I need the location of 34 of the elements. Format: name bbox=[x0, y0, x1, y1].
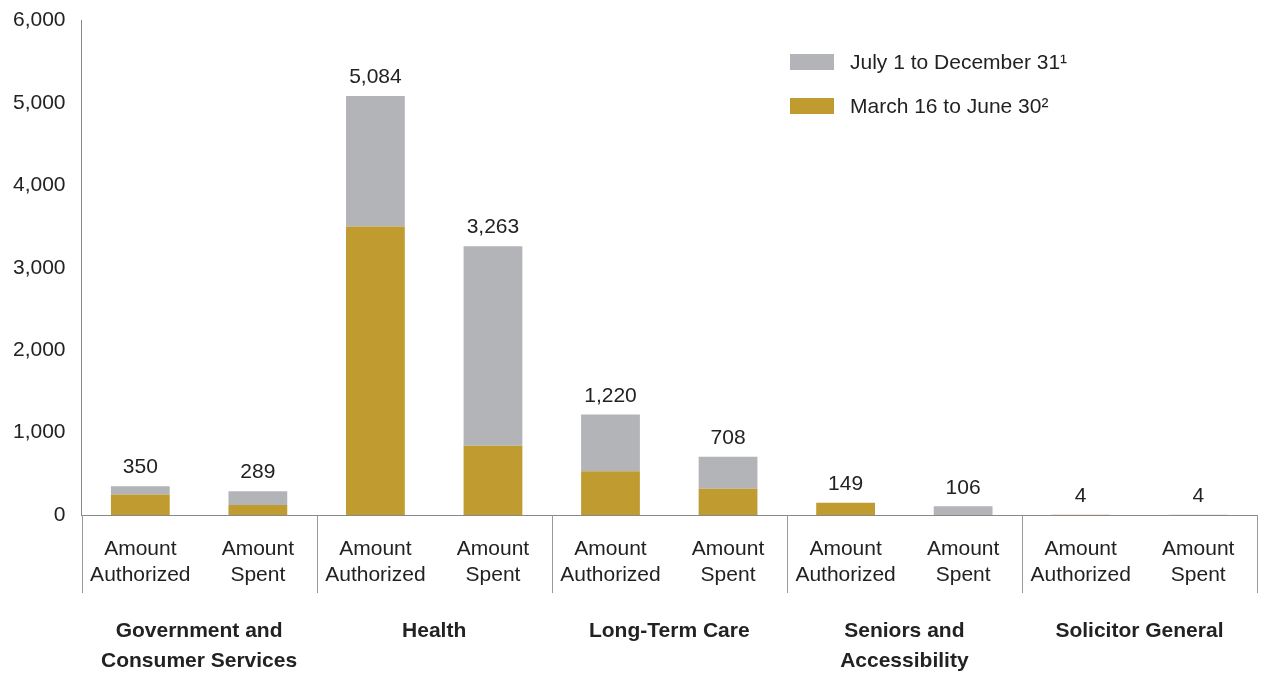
total-label: 3,263 bbox=[466, 214, 520, 238]
total-label: 5,084 bbox=[349, 64, 402, 88]
x-tick-label: Amount Authorized bbox=[795, 536, 896, 585]
total-label: 4 bbox=[1074, 482, 1087, 506]
x-tick-label: Amount Authorized bbox=[560, 536, 661, 585]
text: Solicitor General bbox=[1055, 618, 1224, 642]
x-tick-label: Amount Authorized bbox=[1030, 536, 1131, 585]
y-tick-label: 3,000 bbox=[12, 254, 66, 278]
x-tick-label: Amount Spent bbox=[691, 536, 765, 585]
text: Seniors and Accessibility bbox=[840, 618, 969, 672]
y-tick-label: 4,000 bbox=[12, 172, 66, 196]
y-tick-label: 1,000 bbox=[12, 419, 66, 443]
text: Government and Consumer Services bbox=[101, 618, 298, 672]
total-label: 106 bbox=[945, 474, 981, 498]
total-label: 289 bbox=[240, 459, 276, 483]
total-label: 350 bbox=[122, 454, 158, 478]
y-tick-label: 6,000 bbox=[12, 7, 66, 31]
text: Long-Term Care bbox=[588, 618, 750, 642]
x-tick-label: Amount Spent bbox=[926, 536, 1000, 585]
x-tick-label: Amount Spent bbox=[1162, 536, 1235, 585]
total-label: 708 bbox=[710, 424, 746, 448]
total-label: 149 bbox=[828, 471, 864, 495]
y-tick-label: 0 bbox=[53, 501, 66, 525]
legend-label: July 1 to December 31¹ bbox=[850, 50, 1068, 74]
x-tick-label: Amount Authorized bbox=[325, 536, 426, 585]
x-tick-label: Amount Spent bbox=[221, 536, 295, 585]
x-tick-label: Amount Authorized bbox=[90, 536, 191, 585]
total-label: 4 bbox=[1192, 482, 1205, 506]
x-tick-label: Amount Spent bbox=[456, 536, 530, 585]
total-label: 1,220 bbox=[584, 382, 637, 406]
y-tick-label: 2,000 bbox=[12, 337, 66, 360]
legend-label: March 16 to June 30² bbox=[850, 94, 1049, 118]
y-tick-label: 5,000 bbox=[12, 89, 66, 113]
text: Health bbox=[402, 618, 467, 642]
